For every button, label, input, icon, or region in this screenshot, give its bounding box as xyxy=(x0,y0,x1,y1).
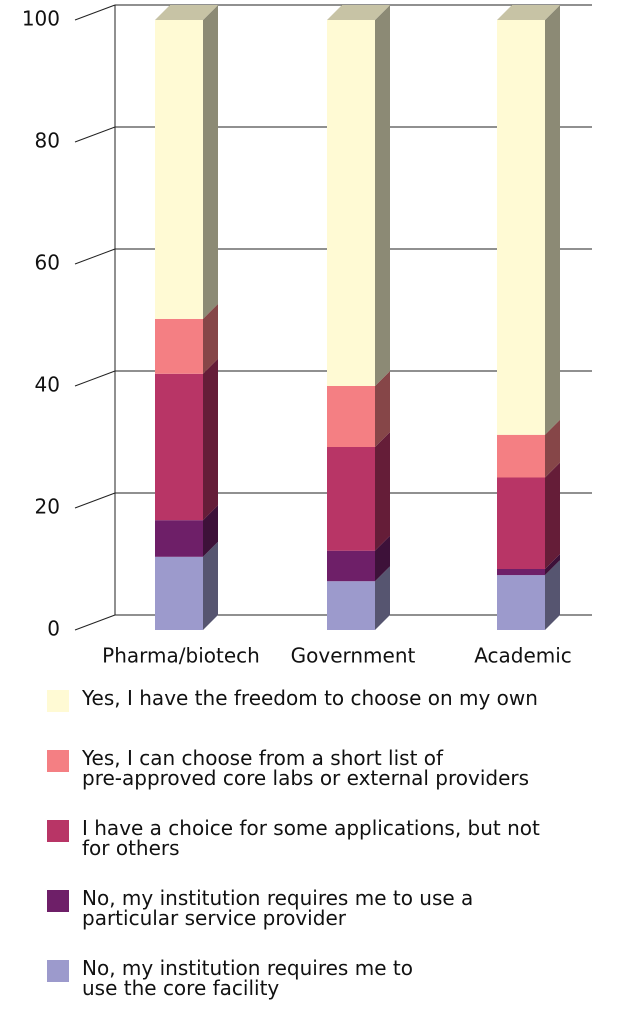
bar-segment xyxy=(327,535,390,582)
bar-face xyxy=(375,5,390,386)
bar-face xyxy=(497,434,545,478)
bar-face xyxy=(203,303,218,374)
bar-segment xyxy=(497,5,560,435)
bar-face xyxy=(497,5,560,20)
bar-face xyxy=(375,371,390,447)
y-tick-label: 60 xyxy=(35,251,60,275)
tick-mark xyxy=(74,370,116,387)
bar-face xyxy=(155,520,203,557)
bar-face xyxy=(155,318,203,374)
bar-face xyxy=(497,20,545,435)
tick-mark xyxy=(74,248,116,265)
bar-face xyxy=(545,5,560,435)
bar-face xyxy=(497,569,545,576)
bar-segment xyxy=(155,505,218,557)
bar-face xyxy=(375,535,390,582)
bar-segment xyxy=(327,5,390,386)
bar-face xyxy=(375,432,390,551)
legend-swatch xyxy=(47,690,69,712)
legend-label: No, my institution requires me to use a … xyxy=(82,886,474,930)
bar-face xyxy=(203,505,218,557)
bar-face xyxy=(155,5,218,20)
bar-face xyxy=(545,560,560,630)
bar-face xyxy=(497,477,545,569)
y-tick-label: 40 xyxy=(35,373,60,397)
bar-face xyxy=(327,581,375,630)
tick-mark xyxy=(74,492,116,509)
bar-segment xyxy=(327,371,390,447)
tick-mark xyxy=(74,4,116,21)
bar-segment xyxy=(327,566,390,630)
bar-face xyxy=(375,566,390,630)
x-tick-label: Academic xyxy=(474,644,572,668)
bar-face xyxy=(155,20,203,319)
bar-segment xyxy=(155,303,218,374)
legend-swatch xyxy=(47,820,69,842)
bar-face xyxy=(545,462,560,569)
chart: 0 20 40 60 80 100 Pharma/biotech Government Acad… xyxy=(22,4,592,668)
legend-swatch xyxy=(47,750,69,772)
y-tick-label: 100 xyxy=(22,7,60,31)
bar-segment xyxy=(155,5,218,319)
bar-segment xyxy=(155,358,218,521)
legend-item: I have a choice for some applications, b… xyxy=(47,818,540,858)
legend-swatch xyxy=(47,960,69,982)
legend-item: No, my institution requires me to use th… xyxy=(47,958,413,998)
legend-label: I have a choice for some applications, b… xyxy=(82,816,540,860)
bar-face xyxy=(545,554,560,576)
bar-face xyxy=(155,373,203,521)
bar-face xyxy=(327,550,375,582)
tick-mark xyxy=(74,614,116,631)
tick-mark xyxy=(74,126,116,143)
bar-face xyxy=(497,575,545,630)
bar-face xyxy=(203,358,218,521)
legend-item: Yes, I can choose from a short list of p… xyxy=(47,748,529,788)
bar-face xyxy=(545,419,560,478)
bar-segment xyxy=(327,432,390,551)
bar-segment xyxy=(497,462,560,569)
legend-swatch xyxy=(47,890,69,912)
bar-segment xyxy=(497,419,560,478)
x-tick-label: Pharma/biotech xyxy=(102,644,260,668)
bar-face xyxy=(155,556,203,630)
bar-face xyxy=(327,447,375,551)
legend-label: Yes, I have the freedom to choose on my … xyxy=(82,686,538,710)
bar-face xyxy=(327,5,390,20)
legend-label: Yes, I can choose from a short list of p… xyxy=(82,746,530,790)
bar-segment xyxy=(155,541,218,630)
legend-item: Yes, I have the freedom to choose on my … xyxy=(47,688,538,712)
bar-face xyxy=(203,541,218,630)
y-tick-label: 0 xyxy=(47,617,60,641)
bar-face xyxy=(327,20,375,386)
bar-face xyxy=(327,386,375,447)
x-tick-label: Government xyxy=(291,644,416,668)
legend-label: No, my institution requires me to use th… xyxy=(82,956,413,1000)
bar-segment xyxy=(497,560,560,630)
bar-segment xyxy=(497,554,560,576)
y-tick-label: 20 xyxy=(35,495,60,519)
legend-item: No, my institution requires me to use a … xyxy=(47,888,473,928)
bar-face xyxy=(203,5,218,319)
y-tick-label: 80 xyxy=(35,129,60,153)
